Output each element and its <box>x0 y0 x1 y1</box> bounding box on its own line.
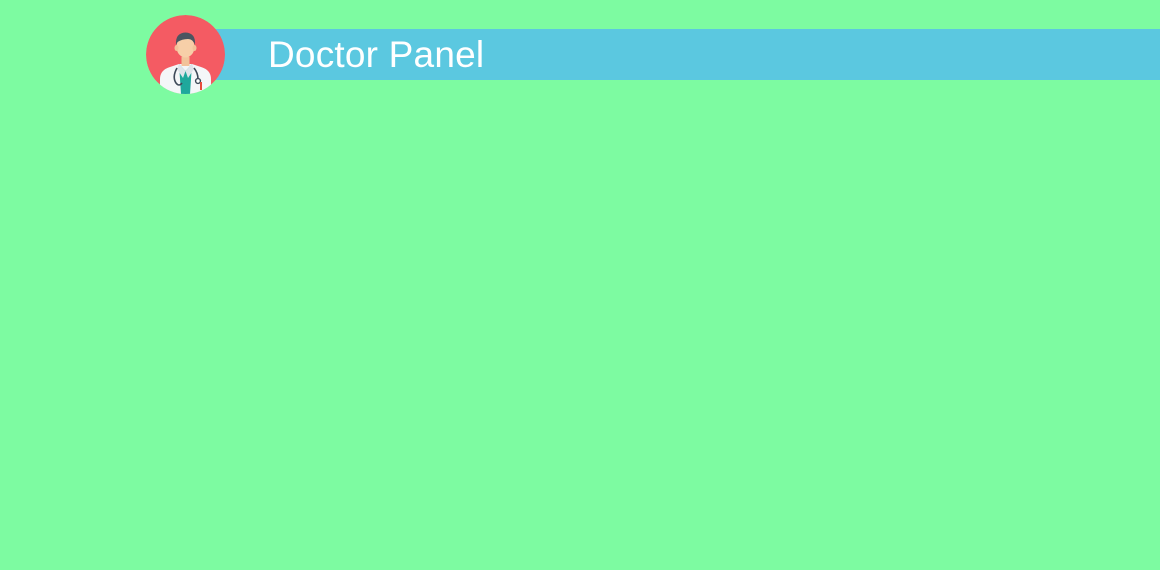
page-title: Doctor Panel <box>268 34 485 75</box>
doctor-avatar-icon <box>146 15 225 94</box>
header-bar: Doctor Panel <box>190 29 1160 80</box>
